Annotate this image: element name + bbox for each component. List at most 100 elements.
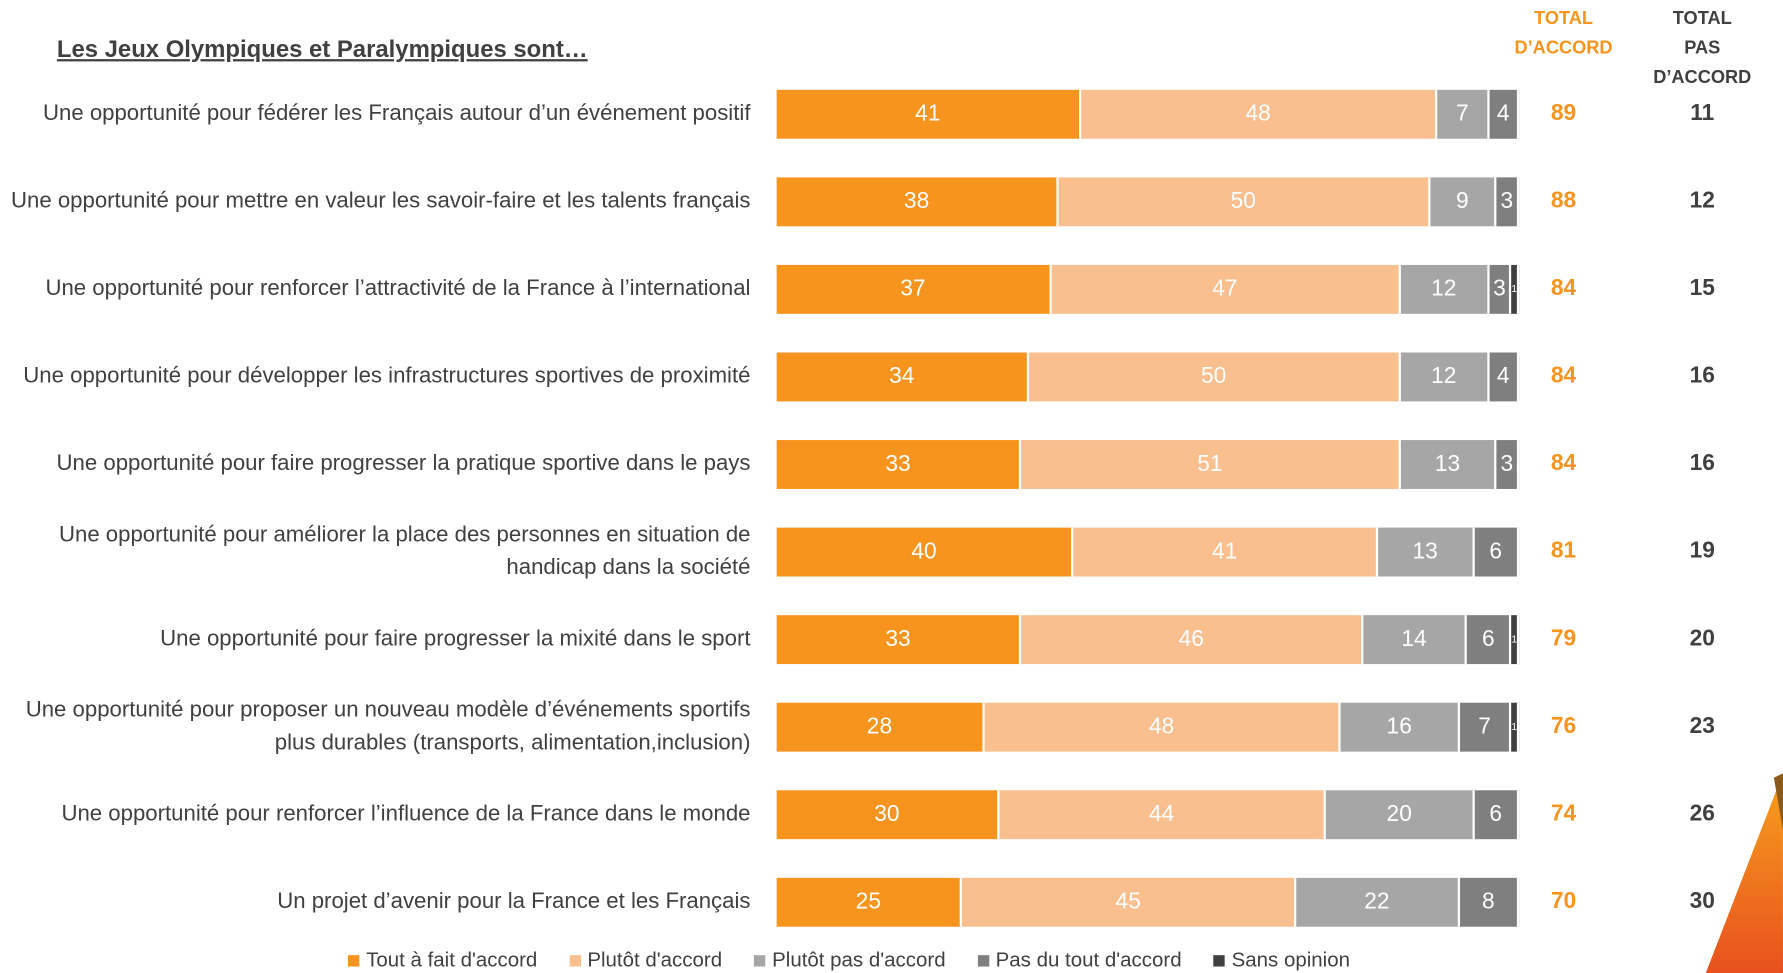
value-label: 7: [1478, 713, 1491, 739]
bar-segment: 33: [776, 439, 1022, 489]
category-label: Une opportunité pour fédérer les Françai…: [42, 100, 751, 126]
bar-row: 30 44 20 6: [776, 789, 1520, 839]
bar-row: 38 50 9 3: [776, 176, 1520, 226]
value-label: 14: [1401, 625, 1427, 651]
bar-segment: 6: [1474, 789, 1520, 839]
value-label: 38: [903, 188, 930, 214]
bar-segment: 3: [1489, 264, 1512, 314]
bar-segment: 44: [999, 789, 1327, 839]
value-label: 33: [885, 625, 911, 651]
bar-segment: 9: [1430, 176, 1497, 226]
bar-row: 37 47 12 3 1: [776, 264, 1520, 314]
value-label: 34: [889, 363, 915, 389]
bar-row: 28 48 16 7 1: [776, 702, 1520, 752]
total-value: 70: [1550, 888, 1577, 914]
value-label: 33: [885, 450, 911, 476]
bar-segment: 1: [1511, 264, 1520, 314]
value-label: 37: [900, 275, 926, 301]
value-label: 1: [1511, 720, 1518, 733]
bar-segment: 16: [1340, 702, 1460, 752]
value-label: 1: [1511, 633, 1518, 645]
bar-segment: 34: [776, 351, 1030, 401]
value-label: 48: [1148, 713, 1175, 739]
value-label: 50: [1200, 363, 1227, 389]
total-value: 81: [1550, 538, 1577, 564]
value-label: 12: [1431, 363, 1457, 389]
bar-segment: 1: [1511, 614, 1520, 664]
bar-segment: 4: [1489, 351, 1520, 401]
bar-segment: 41: [776, 89, 1082, 139]
total-value: 88: [1550, 188, 1577, 214]
legend-item: Pas du tout d'accord: [977, 948, 1182, 972]
value-label: 4: [1496, 363, 1510, 389]
bar-segment: 37: [776, 264, 1052, 314]
total-value: 26: [1689, 801, 1715, 827]
category-label: Une opportunité pour faire progresser la…: [160, 625, 751, 651]
value-label: 48: [1245, 100, 1271, 126]
bar-segment: 7: [1437, 89, 1490, 139]
value-label: 41: [1212, 538, 1238, 564]
value-label: 30: [874, 801, 900, 827]
legend-label: Pas du tout d'accord: [995, 948, 1182, 972]
bar-segment: 6: [1474, 527, 1520, 576]
legend-label: Plutôt pas d'accord: [772, 948, 946, 972]
total-value: 16: [1689, 363, 1715, 389]
category-label: Une opportunité pour faire progresser la…: [56, 450, 751, 476]
value-label: 28: [866, 713, 893, 739]
value-label: 25: [855, 888, 881, 914]
bar-row: 41 48 7 4: [776, 89, 1520, 139]
legend-item: Tout à fait d'accord: [347, 948, 537, 972]
bar-segment: 30: [776, 789, 1000, 839]
bar-segment: 13: [1400, 439, 1497, 489]
legend-swatch: [977, 954, 989, 966]
legend-swatch: [753, 954, 766, 966]
bar-row: 34 50 12 4: [776, 351, 1520, 401]
value-label: 9: [1455, 188, 1469, 214]
value-label: 1: [1511, 283, 1518, 295]
value-label: 20: [1386, 801, 1412, 827]
total-value: 19: [1689, 538, 1715, 564]
value-label: 12: [1431, 275, 1457, 301]
total-value: 16: [1689, 450, 1715, 476]
legend-swatch: [347, 954, 360, 966]
category-label: Une opportunité pour proposer un nouveau…: [25, 697, 751, 756]
value-label: 16: [1386, 713, 1412, 739]
legend-swatch: [569, 954, 581, 966]
legend-swatch: [1213, 954, 1225, 966]
legend-item: Sans opinion: [1213, 948, 1350, 972]
bar-segment: 28: [776, 702, 985, 752]
bar-segment: 33: [776, 614, 1022, 664]
bar-segment: 22: [1296, 877, 1460, 927]
value-label: 13: [1434, 450, 1461, 476]
bar-segment: 1: [1511, 702, 1520, 752]
total-header: TOTAL D’ACCORD: [1514, 5, 1612, 64]
value-label: 13: [1412, 538, 1438, 564]
category-label: Une opportunité pour renforcer l’attract…: [45, 275, 751, 301]
value-label: 50: [1230, 188, 1256, 214]
total-header: TOTAL PAS D’ACCORD: [1653, 5, 1751, 94]
category-label: Un projet d’avenir pour la France et les…: [277, 888, 751, 914]
bar-segment: 13: [1378, 527, 1475, 576]
bar-segment: 50: [1058, 176, 1431, 226]
bar-segment: 12: [1400, 351, 1490, 401]
bar-segment: 12: [1400, 264, 1490, 314]
bar-row: 33 46 14 6 1: [776, 614, 1520, 664]
bar-segment: 40: [776, 527, 1074, 576]
header-line: TOTAL: [1672, 9, 1732, 29]
legend-label: Sans opinion: [1231, 948, 1350, 972]
value-label: 47: [1212, 275, 1238, 301]
total-value: 20: [1689, 625, 1715, 651]
total-value: 11: [1690, 100, 1715, 126]
category-label: Une opportunité pour améliorer la place …: [58, 521, 751, 580]
value-label: 3: [1500, 450, 1514, 476]
bar-segment: 45: [962, 877, 1297, 927]
bar-segment: 6: [1467, 614, 1512, 664]
value-label: 4: [1496, 100, 1510, 126]
bar-segment: 51: [1021, 439, 1401, 489]
decoration: [1705, 773, 1783, 973]
value-label: 8: [1481, 888, 1495, 914]
bar-segment: 38: [776, 176, 1059, 226]
header-line: TOTAL: [1534, 9, 1593, 29]
total-value: 23: [1689, 713, 1715, 739]
